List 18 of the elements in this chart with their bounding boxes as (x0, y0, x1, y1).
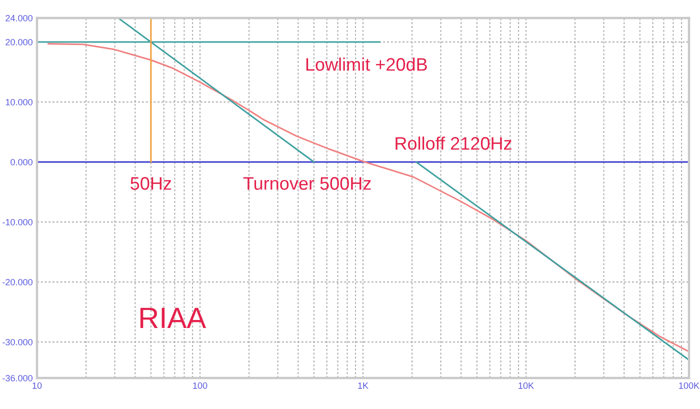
y-tick-label: 0.000 (10, 158, 32, 166)
annotation: RIAA (140, 308, 206, 328)
x-tick-label: 100 (193, 382, 208, 389)
x-tick-label: 10 (32, 382, 42, 389)
y-tick-label: 20.000 (6, 38, 32, 46)
y-tick-label: 24.000 (6, 14, 32, 22)
y-tick-label: -10.000 (2, 218, 32, 226)
x-tick-label: 1K (358, 382, 368, 389)
y-tick-label: 10.000 (6, 98, 32, 106)
x-tick-label: 10K (518, 382, 534, 389)
y-tick-label: -20.000 (2, 278, 32, 286)
series-label: Rolloff 2120Hz (396, 136, 512, 150)
y-tick-label: -36.000 (2, 374, 32, 382)
series-label: Lowlimit +20dB (306, 58, 427, 71)
y-tick-label: -30.000 (2, 338, 32, 346)
x-tick-label: 100K (679, 382, 700, 389)
series-label: 50Hz (130, 177, 172, 190)
series-label: Turnover 500Hz (243, 177, 371, 190)
